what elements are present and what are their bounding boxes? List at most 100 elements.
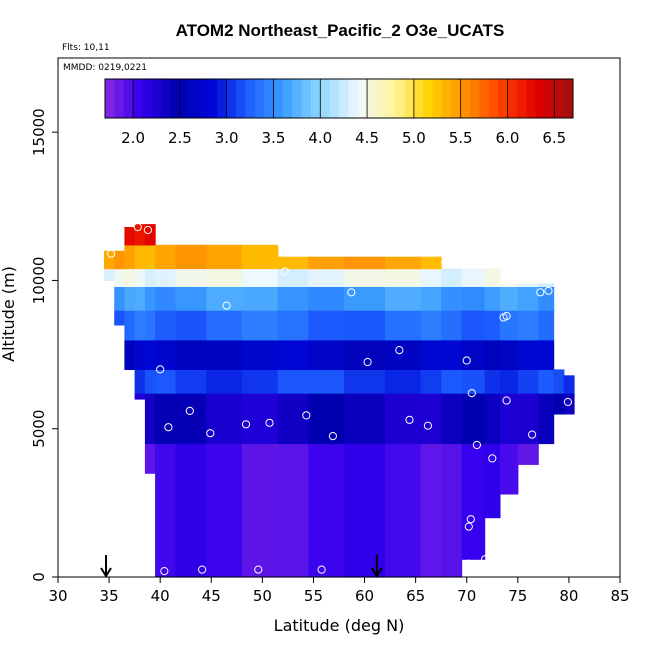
colorbar-swatch	[507, 79, 518, 118]
observation-point	[317, 565, 326, 574]
field-cell	[134, 393, 146, 400]
colorbar-tick-label: 6.0	[496, 129, 520, 147]
field-cell	[175, 244, 207, 270]
colorbar-swatch	[339, 79, 349, 118]
x-tick-label: 45	[202, 587, 221, 605]
field-cell	[241, 244, 279, 270]
colorbar-swatch	[460, 79, 471, 118]
field-cell	[344, 339, 386, 370]
field-cell	[461, 339, 486, 370]
field-cell	[499, 339, 519, 370]
observation-point	[462, 356, 471, 365]
field-cell	[114, 268, 125, 287]
colorbar-swatch	[161, 79, 172, 118]
field-cell	[124, 227, 136, 246]
observation-point	[502, 396, 511, 405]
field-cell	[114, 310, 125, 326]
field-cell	[175, 443, 207, 578]
field-cell	[155, 268, 177, 287]
field-cell	[241, 286, 279, 311]
observation-point	[198, 565, 207, 574]
field-cell	[155, 286, 177, 311]
colorbar-swatch	[367, 79, 377, 118]
colorbar-swatch	[226, 79, 237, 118]
field-cell	[144, 286, 156, 311]
field-cell	[420, 268, 442, 287]
field-cell	[538, 393, 555, 445]
colorbar-swatch	[198, 79, 209, 118]
field-cell	[144, 310, 156, 341]
observation-point	[254, 565, 263, 574]
field-cell	[461, 393, 486, 445]
colorbar-swatch	[282, 79, 293, 118]
field-cell	[277, 339, 309, 370]
observation-point	[472, 440, 481, 450]
observation-point	[528, 430, 537, 439]
colorbar-swatch	[179, 79, 190, 118]
field-cell	[206, 244, 243, 270]
field-cell	[553, 393, 565, 415]
field-cell	[344, 310, 386, 341]
field-cell	[385, 369, 422, 394]
colorbar-tick-label: 2.5	[168, 129, 192, 147]
colorbar-tick-label: 2.0	[121, 129, 145, 147]
colorbar-tick-label: 3.0	[215, 129, 239, 147]
colorbar-tick-label: 3.5	[262, 129, 286, 147]
field-cell	[144, 244, 156, 270]
colorbar-tick-label: 5.5	[449, 129, 473, 147]
colorbar-swatch	[320, 79, 331, 118]
field-cell	[134, 224, 146, 246]
field-cell	[484, 339, 501, 370]
field-cell	[206, 286, 243, 311]
colorbar-frame	[104, 78, 574, 119]
field-cell	[206, 443, 243, 578]
field-cell	[155, 393, 177, 445]
observation-point	[107, 249, 116, 258]
observation-point	[133, 222, 142, 232]
field-cell	[308, 339, 345, 370]
field-cell	[124, 339, 136, 370]
arrow-head	[370, 567, 383, 578]
field-cell	[134, 310, 146, 341]
x-tick-label: 40	[151, 587, 170, 605]
colorbar-swatch	[357, 79, 368, 118]
colorbar-swatch	[432, 79, 443, 118]
field-cell	[175, 268, 207, 287]
x-axis: 30 35 40 45 50 55 60 65 70 75 80 85	[48, 577, 630, 605]
field-cell	[461, 443, 486, 560]
colorbar-swatch	[133, 79, 143, 118]
field-cell	[144, 224, 156, 246]
field-cell	[155, 339, 177, 370]
colorbar-swatch	[554, 79, 565, 118]
observation-point	[544, 286, 553, 295]
field-cell	[114, 286, 125, 311]
arrow-head	[100, 567, 112, 578]
field-cell	[241, 369, 279, 394]
field-cell	[538, 286, 555, 311]
field-cell	[420, 310, 442, 341]
field-cell	[124, 286, 136, 311]
field-cell	[420, 256, 442, 270]
field-cell	[155, 310, 177, 341]
section-arrows	[100, 555, 383, 578]
colorbar-swatch	[348, 79, 359, 118]
colorbar-swatch	[563, 79, 574, 118]
colorbar-swatch	[189, 79, 200, 118]
field-cell	[175, 310, 207, 341]
field-cell	[124, 268, 136, 287]
field-cell	[441, 339, 463, 370]
field-cell	[420, 443, 442, 578]
observation-point	[160, 567, 169, 576]
field-cell	[385, 256, 422, 270]
colorbar-swatch	[526, 79, 537, 118]
field-cell	[144, 443, 156, 474]
x-tick-label: 35	[100, 587, 119, 605]
colorbar-swatch	[310, 79, 321, 118]
field-cell	[344, 443, 386, 578]
colorbar-swatch	[114, 79, 125, 118]
colorbar-swatch	[544, 79, 555, 118]
colorbar-swatch	[385, 79, 396, 118]
observation-point	[156, 365, 165, 374]
x-tick-label: 75	[508, 587, 527, 605]
colorbar: 2.0 2.5 3.0 3.5 4.0 4.5 5.0 5.5 6.0 6.5	[104, 78, 574, 147]
